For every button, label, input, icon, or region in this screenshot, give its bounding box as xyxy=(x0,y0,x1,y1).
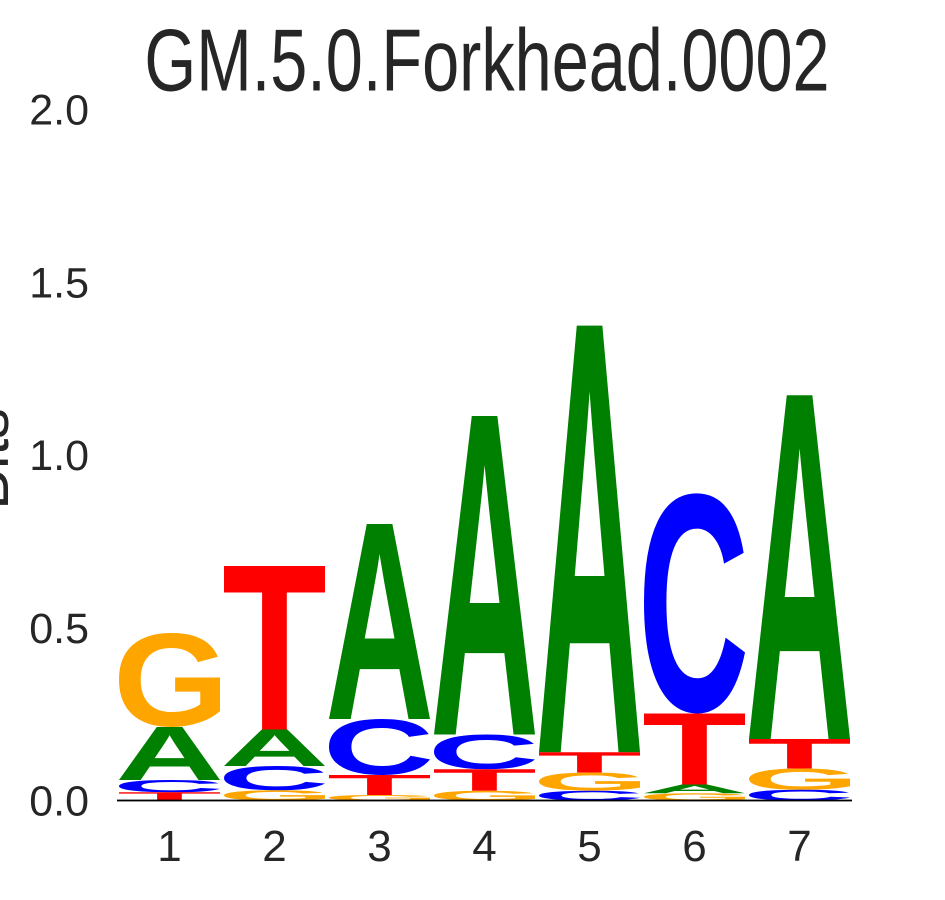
svg-text:C: C xyxy=(428,725,540,780)
svg-text:G: G xyxy=(218,787,334,803)
svg-text:T: T xyxy=(432,763,537,798)
svg-text:A: A xyxy=(430,315,539,833)
svg-text:A: A xyxy=(745,288,854,846)
svg-text:G: G xyxy=(323,793,439,802)
svg-text:C: C xyxy=(638,431,750,778)
svg-text:T: T xyxy=(222,514,327,780)
svg-text:6: 6 xyxy=(682,822,706,871)
svg-text:C: C xyxy=(743,787,855,804)
svg-text:1: 1 xyxy=(157,822,181,871)
svg-text:4: 4 xyxy=(472,822,496,871)
svg-text:C: C xyxy=(533,788,645,803)
svg-text:GM.5.0.Forkhead.0002: GM.5.0.Forkhead.0002 xyxy=(144,10,829,109)
svg-text:1.0: 1.0 xyxy=(29,432,89,480)
svg-text:T: T xyxy=(537,746,642,779)
svg-text:1.5: 1.5 xyxy=(29,259,89,307)
svg-text:2: 2 xyxy=(262,822,286,871)
svg-text:0.5: 0.5 xyxy=(29,605,89,653)
svg-text:C: C xyxy=(323,703,435,791)
svg-text:5: 5 xyxy=(577,822,601,871)
svg-text:A: A xyxy=(325,464,434,780)
svg-text:T: T xyxy=(747,730,852,778)
svg-text:G: G xyxy=(638,791,754,802)
svg-text:Bits: Bits xyxy=(0,408,21,510)
svg-text:2.0: 2.0 xyxy=(29,87,89,135)
svg-text:3: 3 xyxy=(367,822,391,871)
svg-text:G: G xyxy=(533,767,649,796)
svg-text:A: A xyxy=(220,718,329,777)
svg-text:7: 7 xyxy=(787,822,811,871)
svg-text:C: C xyxy=(218,759,330,797)
svg-text:G: G xyxy=(428,788,544,803)
svg-text:A: A xyxy=(535,190,644,884)
svg-text:0.0: 0.0 xyxy=(29,778,89,826)
svg-text:T: T xyxy=(327,769,432,801)
svg-text:G: G xyxy=(743,762,859,796)
svg-text:C: C xyxy=(113,776,225,795)
svg-text:T: T xyxy=(642,691,747,806)
svg-text:G: G xyxy=(113,606,229,754)
svg-text:A: A xyxy=(640,782,749,796)
svg-text:A: A xyxy=(115,711,224,797)
